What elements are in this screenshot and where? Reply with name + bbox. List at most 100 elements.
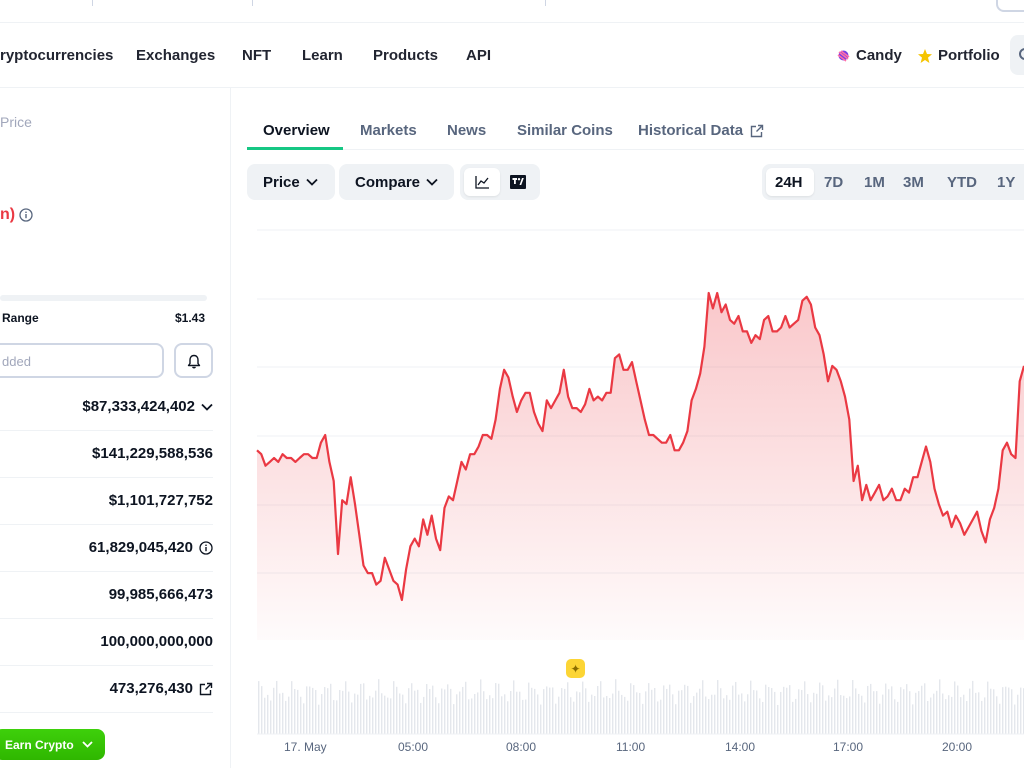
volume-bar [651,689,653,734]
tab-markets[interactable]: Markets [360,122,417,139]
volume-bar [438,703,440,734]
candy-link[interactable]: Candy [836,47,902,64]
volume-bar [282,692,284,734]
volume-bar [708,699,710,734]
volume-bar [519,691,521,734]
range-1m[interactable]: 1M [864,174,885,191]
volume-bar [891,686,893,734]
volume-bar [576,691,578,734]
nav-api[interactable]: API [466,47,492,64]
volume-bar [825,700,827,734]
volume-bar [945,699,947,734]
volume-bar [1005,686,1007,734]
nav-cryptocurrencies[interactable]: ryptocurrencies [0,47,114,64]
range-ytd[interactable]: YTD [947,174,977,191]
stat-value[interactable]: $87,333,424,402 [82,398,213,415]
volume-bar [453,704,455,734]
volume-bar [621,694,623,734]
earn-crypto-button[interactable]: Earn Crypto [0,729,105,760]
ai-insight-icon[interactable]: ✦ [566,659,585,678]
stat-value[interactable]: 473,276,430 [110,680,213,697]
volume-bar [822,685,824,734]
volume-bar [1011,689,1013,734]
volume-bar [360,683,362,734]
nav-nft[interactable]: NFT [242,47,272,64]
volume-bar [552,687,554,734]
volume-bar [342,690,344,734]
nav-products[interactable]: Products [373,47,439,64]
info-icon[interactable] [199,540,213,555]
volume-bar [432,685,434,734]
range-24h[interactable]: 24H [775,174,803,191]
volume-bar [747,694,749,734]
volume-bar [648,683,650,734]
range-label: Range [2,311,39,325]
max-supply-value: 100,000,000,000 [100,633,213,650]
volume-bar [927,701,929,734]
volume-bar [555,703,557,734]
nav-exchanges[interactable]: Exchanges [136,47,216,64]
compare-dropdown[interactable]: Compare [339,164,454,200]
nav-learn[interactable]: Learn [302,47,343,64]
volume-bar [882,694,884,734]
volume-bar [345,681,347,734]
volume-bar [441,688,443,734]
volume-bar [435,697,437,734]
info-icon[interactable] [19,208,33,222]
volume-bar [840,695,842,734]
x-tick-label: 17. May [284,740,327,754]
price-dropdown[interactable]: Price [247,164,335,200]
volume-bar [543,689,545,734]
tab-similar-coins[interactable]: Similar Coins [517,122,613,139]
x-tick-label: 17:00 [833,740,864,754]
volume-bar [723,698,725,734]
star-icon [918,48,932,63]
volume-bar [627,700,629,734]
volume-bar [885,683,887,734]
volume-bar [489,695,491,734]
volume-bar [582,681,584,734]
volume-bar [783,686,785,734]
volume-bar [672,694,674,734]
volume-bar [429,689,431,734]
volume-bar [633,685,635,734]
volume-bar [729,699,731,734]
volume-bar [867,685,869,734]
tab-news[interactable]: News [447,122,487,139]
volume-bar [570,697,572,734]
range-1y[interactable]: 1Y [997,174,1016,191]
volume-bar [285,700,287,734]
volume-bar [792,701,794,734]
volume-bar [870,683,872,734]
volume-bar [903,689,905,734]
watchlist-input[interactable]: dded [0,343,164,378]
volume-bar [372,697,374,734]
volume-bar [330,683,332,734]
range-7d[interactable]: 7D [824,174,844,191]
portfolio-link[interactable]: Portfolio [917,47,1000,64]
header-button[interactable] [996,0,1024,12]
tradingview-button[interactable] [504,168,540,196]
tab-historical-data[interactable]: Historical Data [638,122,764,139]
volume-bar [1020,687,1022,734]
volume-bar [264,697,266,734]
stat-row-holders: 473,276,430 [0,666,213,713]
volume-bar [798,689,800,734]
volume-bar [957,685,959,734]
volume-bar [897,701,899,734]
volume-bar [702,680,704,734]
compare-dropdown-label: Compare [355,173,421,191]
volume-bar [816,693,818,734]
volume-bar [528,682,530,734]
volume-bar [924,683,926,734]
price-alert-button[interactable] [174,343,213,378]
volume-bar [312,687,314,734]
volume-bar [987,681,989,734]
line-chart-button[interactable] [464,168,500,196]
volume-bar [456,694,458,734]
volume-bar [654,688,656,734]
range-3m[interactable]: 3M [903,174,924,191]
tab-overview[interactable]: Overview [263,122,330,139]
search-button[interactable] [1010,35,1024,75]
